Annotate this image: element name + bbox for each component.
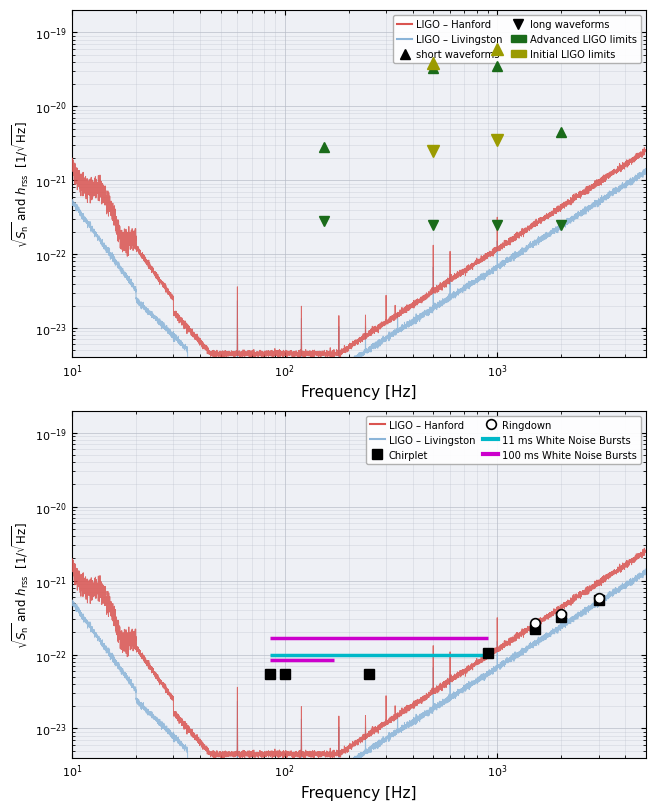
X-axis label: Frequency [Hz]: Frequency [Hz] — [301, 385, 417, 400]
Legend: LIGO – Hanford, LIGO – Livingston, short waveforms, long waveforms, Advanced LIG: LIGO – Hanford, LIGO – Livingston, short… — [394, 16, 641, 64]
X-axis label: Frequency [Hz]: Frequency [Hz] — [301, 785, 417, 800]
Legend: LIGO – Hanford, LIGO – Livingston, Chirplet, Ringdown, 11 ms White Noise Bursts,: LIGO – Hanford, LIGO – Livingston, Chirp… — [365, 416, 641, 464]
Y-axis label: $\sqrt{S_{\mathrm{n}}}$ and $h_{\mathrm{rss}}$  [1/$\sqrt{\mathrm{Hz}}$]: $\sqrt{S_{\mathrm{n}}}$ and $h_{\mathrm{… — [11, 521, 32, 648]
Y-axis label: $\sqrt{S_{\mathrm{n}}}$ and $h_{\mathrm{rss}}$  [1/$\sqrt{\mathrm{Hz}}$]: $\sqrt{S_{\mathrm{n}}}$ and $h_{\mathrm{… — [11, 121, 32, 248]
